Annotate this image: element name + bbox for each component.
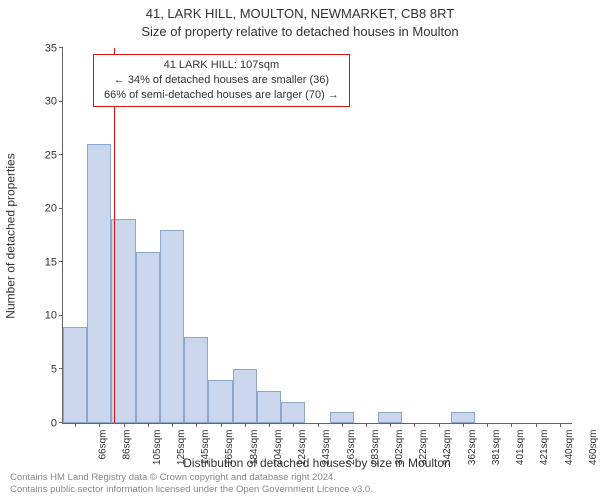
histogram-bar <box>111 219 135 423</box>
x-tick-mark <box>366 423 367 427</box>
x-tick-label: 86sqm <box>122 430 133 460</box>
x-tick-label: 66sqm <box>98 430 109 460</box>
x-tick-mark <box>463 423 464 427</box>
histogram-bar <box>330 412 354 423</box>
x-tick-mark <box>293 423 294 427</box>
x-tick-mark <box>536 423 537 427</box>
x-tick-mark <box>245 423 246 427</box>
x-tick-mark <box>560 423 561 427</box>
x-tick-mark <box>99 423 100 427</box>
y-tick-label: 15 <box>45 257 63 268</box>
annotation-line: 41 LARK HILL: 107sqm <box>104 58 339 73</box>
x-axis-label: Distribution of detached houses by size … <box>62 456 572 470</box>
chart-title-line1: 41, LARK HILL, MOULTON, NEWMARKET, CB8 8… <box>0 6 600 21</box>
y-tick-label: 25 <box>45 150 63 161</box>
x-tick-mark <box>148 423 149 427</box>
y-tick-mark <box>59 315 63 316</box>
x-tick-mark <box>390 423 391 427</box>
y-tick-mark <box>59 261 63 262</box>
histogram-bar <box>378 412 402 423</box>
histogram-bar <box>451 412 475 423</box>
y-axis-label-wrap: Number of detached properties <box>2 48 20 424</box>
annotation-box: 41 LARK HILL: 107sqm← 34% of detached ho… <box>93 54 350 107</box>
x-tick-label: 460sqm <box>588 430 599 466</box>
histogram-bar <box>63 327 87 423</box>
histogram-bar <box>136 252 160 423</box>
chart-plot-area: 0510152025303566sqm86sqm105sqm125sqm145s… <box>62 48 572 424</box>
y-tick-label: 10 <box>45 311 63 322</box>
y-tick-mark <box>59 101 63 102</box>
x-tick-mark <box>124 423 125 427</box>
annotation-line: 66% of semi-detached houses are larger (… <box>104 88 339 103</box>
histogram-bar <box>257 391 281 423</box>
footer-attribution: Contains HM Land Registry data © Crown c… <box>10 472 373 496</box>
x-tick-mark <box>221 423 222 427</box>
x-tick-mark <box>172 423 173 427</box>
x-tick-mark <box>196 423 197 427</box>
x-tick-mark <box>342 423 343 427</box>
y-tick-mark <box>59 154 63 155</box>
histogram-bar <box>233 369 257 423</box>
histogram-bar <box>281 402 305 423</box>
footer-line1: Contains HM Land Registry data © Crown c… <box>10 472 373 484</box>
x-tick-mark <box>318 423 319 427</box>
histogram-bar <box>208 380 232 423</box>
histogram-bar <box>87 144 111 423</box>
x-tick-mark <box>269 423 270 427</box>
y-tick-mark <box>59 208 63 209</box>
footer-line2: Contains public sector information licen… <box>10 484 373 496</box>
x-tick-mark <box>414 423 415 427</box>
y-tick-label: 5 <box>51 364 63 375</box>
y-tick-label: 30 <box>45 97 63 108</box>
y-tick-label: 0 <box>51 418 63 429</box>
y-tick-mark <box>59 47 63 48</box>
y-tick-label: 20 <box>45 204 63 215</box>
x-tick-mark <box>511 423 512 427</box>
x-tick-mark <box>439 423 440 427</box>
y-axis-label: Number of detached properties <box>4 153 18 318</box>
x-tick-mark <box>75 423 76 427</box>
histogram-bar <box>160 230 184 423</box>
x-tick-mark <box>487 423 488 427</box>
chart-title-line2: Size of property relative to detached ho… <box>0 24 600 39</box>
annotation-line: ← 34% of detached houses are smaller (36… <box>104 73 339 88</box>
histogram-bar <box>184 337 208 423</box>
y-tick-label: 35 <box>45 43 63 54</box>
